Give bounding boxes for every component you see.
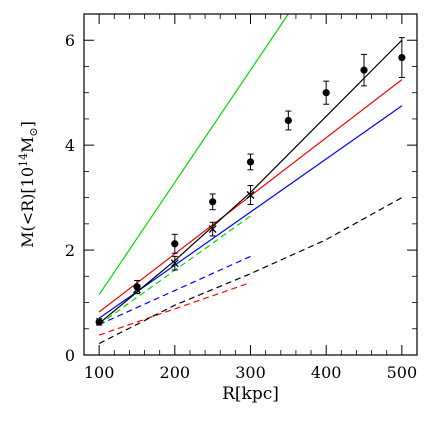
data-point xyxy=(322,89,330,97)
dashed-series-line xyxy=(98,197,403,345)
solid-series-line xyxy=(98,39,403,324)
solid-series-line xyxy=(98,14,289,296)
data-point xyxy=(360,66,368,74)
data-point xyxy=(246,158,255,166)
data-point xyxy=(133,283,141,291)
points-layer xyxy=(95,37,406,326)
x-tick-label: 400 xyxy=(311,363,342,382)
data-point xyxy=(171,240,179,248)
x-tick-label: 300 xyxy=(235,363,266,382)
series-layer xyxy=(98,14,403,345)
cross-marker xyxy=(246,191,255,199)
data-point xyxy=(95,318,103,326)
x-axis-label: R[kpc] xyxy=(222,384,279,404)
dashed-series-line xyxy=(98,255,251,326)
y-axis-label: M(<R)[1014M⊙] xyxy=(17,121,40,248)
data-point xyxy=(398,53,406,62)
data-point xyxy=(209,198,217,206)
x-tick-label: 500 xyxy=(387,363,418,382)
cross-marker xyxy=(208,225,217,234)
y-tick-label: 6 xyxy=(65,31,75,50)
cross-marker xyxy=(170,259,179,268)
plot-frame xyxy=(83,13,418,356)
data-point xyxy=(284,116,292,125)
y-tick-label: 4 xyxy=(65,136,75,155)
x-tick-label: 100 xyxy=(84,363,115,382)
minor-ticks xyxy=(83,13,418,355)
solid-series-line xyxy=(98,105,403,319)
x-tick-label: 200 xyxy=(160,363,191,382)
y-tick-label: 0 xyxy=(65,346,75,365)
tick-labels: 100 200 300 400 500 0 2 4 6 xyxy=(65,31,417,382)
y-tick-label: 2 xyxy=(65,241,75,260)
dashed-series-line xyxy=(98,282,251,336)
major-ticks xyxy=(84,14,417,356)
